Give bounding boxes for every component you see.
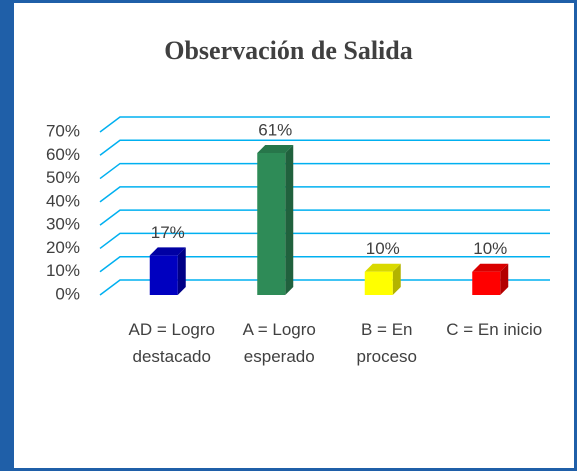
bar <box>472 263 509 295</box>
y-tick-label: 60% <box>46 145 80 164</box>
bar-side <box>392 263 401 295</box>
data-label: 17% <box>151 223 185 242</box>
grid-line <box>99 279 550 296</box>
grid-line <box>99 186 550 203</box>
bar-front <box>364 271 393 295</box>
y-tick-label: 10% <box>46 261 80 280</box>
y-tick-label: 0% <box>55 284 80 303</box>
data-label: 61% <box>258 120 292 139</box>
y-tick-label: 30% <box>46 215 80 234</box>
bar-front <box>472 271 501 295</box>
y-tick-label: 20% <box>46 238 80 257</box>
bar-top <box>364 263 401 272</box>
x-tick-label: AD = Logro destacado <box>128 320 215 366</box>
grid-line <box>99 139 550 156</box>
bar <box>149 247 186 295</box>
bar <box>257 144 294 295</box>
bar-front <box>149 255 178 295</box>
grid-line <box>99 255 550 273</box>
bar-top <box>257 144 294 153</box>
bar-side <box>285 144 294 295</box>
chart-title: Observación de Salida <box>164 36 413 65</box>
grid-line <box>99 232 550 250</box>
grid-line <box>99 116 550 133</box>
data-label: 10% <box>473 239 507 258</box>
bar-side <box>500 263 509 295</box>
grid-line <box>99 209 550 226</box>
x-tick-label: C = En inicio <box>446 320 543 339</box>
x-tick-label: B = En proceso <box>356 320 417 366</box>
bar-side <box>177 247 186 295</box>
bar-top <box>149 247 186 256</box>
bar-top <box>472 263 509 272</box>
bar <box>364 263 401 295</box>
grid-line <box>99 162 550 180</box>
y-tick-label: 40% <box>46 191 80 210</box>
data-label: 10% <box>366 239 400 258</box>
y-tick-label: 70% <box>46 121 80 140</box>
x-tick-label: A = Logro esperado <box>242 320 316 366</box>
bar-front <box>257 152 286 295</box>
y-tick-label: 50% <box>46 168 80 187</box>
